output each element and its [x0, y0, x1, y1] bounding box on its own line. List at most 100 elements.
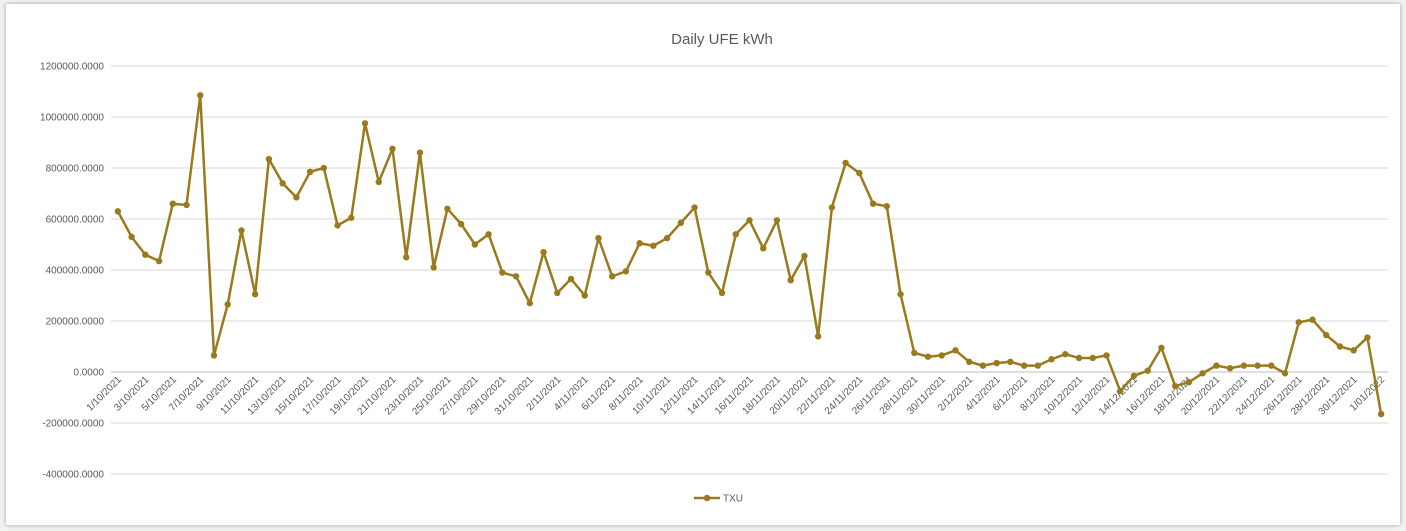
point-marker	[883, 203, 891, 210]
point-marker	[1199, 370, 1206, 377]
point-marker	[457, 220, 465, 228]
point-marker	[293, 194, 300, 201]
point-marker	[265, 155, 273, 163]
point-marker	[1364, 334, 1371, 341]
point-marker	[1144, 367, 1151, 374]
point-marker	[608, 273, 616, 280]
point-marker	[718, 289, 726, 297]
point-marker	[210, 352, 218, 359]
point-marker	[801, 252, 808, 260]
point-marker	[279, 180, 286, 187]
point-marker	[1130, 372, 1138, 380]
point-marker	[485, 231, 492, 238]
y-tick-label: 400000.0000	[46, 266, 105, 277]
point-marker	[1226, 364, 1234, 372]
point-marker	[924, 353, 932, 360]
point-marker	[1309, 316, 1316, 323]
point-marker	[993, 359, 1000, 367]
point-marker	[1350, 347, 1357, 354]
point-marker	[979, 362, 987, 369]
point-marker	[169, 200, 176, 207]
point-marker	[567, 275, 575, 283]
point-marker	[1171, 382, 1179, 390]
point-marker	[430, 264, 437, 271]
point-marker	[1268, 362, 1275, 369]
point-marker	[1323, 331, 1330, 339]
y-tick-label: -200000.0000	[42, 419, 104, 430]
point-marker	[1048, 356, 1055, 363]
y-tick-label: 1200000.0000	[40, 62, 104, 73]
point-marker	[1254, 362, 1261, 369]
point-marker	[1007, 358, 1014, 365]
point-marker	[595, 234, 602, 242]
point-marker	[251, 291, 259, 298]
point-marker	[1185, 379, 1193, 386]
point-marker	[677, 219, 685, 227]
point-marker	[1117, 387, 1124, 395]
point-marker	[856, 169, 863, 177]
point-marker	[705, 269, 712, 276]
point-marker	[1213, 362, 1220, 369]
y-tick-label: -400000.0000	[42, 470, 104, 481]
point-marker	[375, 178, 382, 186]
series-line	[116, 94, 1383, 415]
point-marker	[911, 349, 918, 357]
chart-card	[6, 4, 1400, 525]
point-marker	[938, 352, 945, 359]
point-marker	[828, 204, 836, 211]
point-marker	[540, 248, 547, 256]
point-marker	[1377, 410, 1385, 418]
point-marker	[814, 333, 822, 340]
point-marker	[1103, 352, 1110, 359]
point-marker	[389, 145, 396, 153]
y-tick-label: 200000.0000	[46, 317, 105, 328]
point-marker	[444, 205, 451, 212]
y-tick-label: 0.0000	[73, 368, 104, 379]
point-marker	[554, 289, 561, 297]
point-marker	[760, 245, 767, 252]
point-marker	[1295, 319, 1302, 326]
chart-title: Daily UFE kWh	[671, 31, 773, 48]
point-marker	[732, 231, 739, 238]
point-marker	[965, 358, 973, 365]
point-marker	[1062, 350, 1069, 358]
point-marker	[1034, 362, 1042, 369]
point-marker	[197, 92, 204, 99]
point-marker	[348, 214, 355, 221]
point-marker	[128, 233, 135, 241]
point-marker	[869, 200, 877, 207]
legend-label: TXU	[723, 494, 743, 505]
point-marker	[691, 204, 698, 211]
point-marker	[636, 240, 643, 247]
y-tick-label: 800000.0000	[46, 164, 105, 175]
point-marker	[334, 222, 341, 229]
point-marker	[499, 269, 506, 276]
point-marker	[142, 251, 149, 258]
point-marker	[773, 217, 781, 224]
point-marker	[224, 301, 231, 308]
point-marker	[306, 168, 314, 176]
point-marker	[361, 120, 369, 127]
point-marker	[842, 159, 849, 167]
point-marker	[897, 291, 904, 298]
point-marker	[1075, 354, 1083, 362]
y-tick-label: 600000.0000	[46, 215, 105, 226]
point-marker	[787, 277, 794, 284]
point-marker	[1240, 362, 1248, 369]
point-marker	[622, 268, 630, 275]
point-marker	[746, 217, 753, 224]
point-marker	[512, 273, 520, 280]
point-marker	[416, 149, 424, 156]
point-marker	[471, 241, 479, 248]
point-marker	[650, 242, 657, 249]
point-marker	[155, 257, 163, 265]
point-marker	[114, 208, 122, 215]
point-marker	[1281, 370, 1289, 377]
point-marker	[526, 299, 534, 307]
point-marker	[1158, 344, 1165, 351]
point-marker	[663, 234, 671, 242]
point-marker	[1089, 354, 1096, 362]
point-marker	[320, 164, 328, 172]
legend-marker	[703, 494, 711, 502]
